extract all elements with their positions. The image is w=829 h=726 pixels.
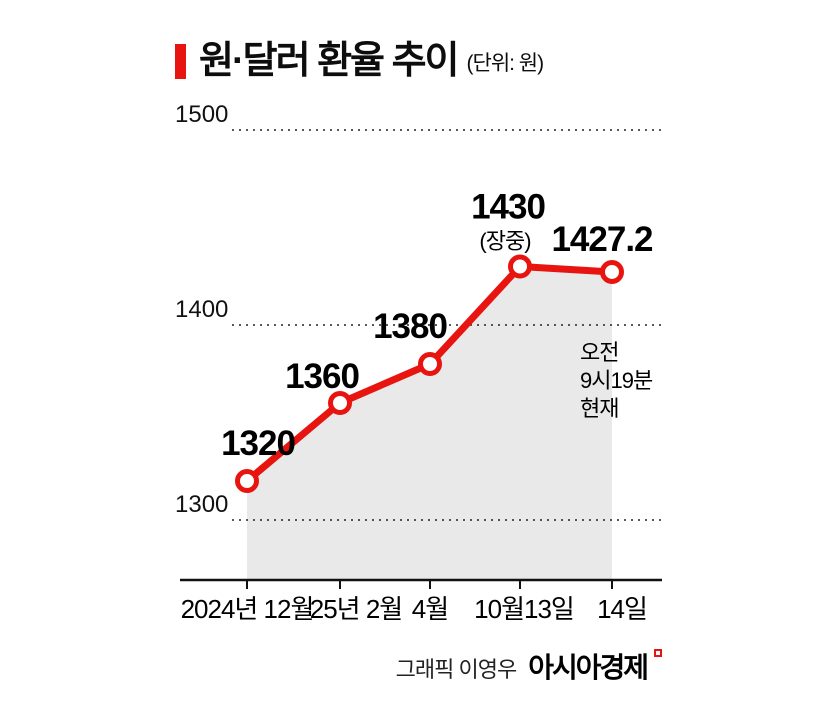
x-tick-label: 14일 <box>597 594 647 624</box>
data-point-label: 1320 <box>221 424 295 463</box>
data-point <box>600 259 624 284</box>
chart-header: 원·달러 환율 추이 (단위: 원) <box>175 40 545 82</box>
brand-logo: 아시아경제 <box>528 649 662 683</box>
data-point <box>328 391 352 415</box>
title-accent-bar <box>175 43 186 79</box>
annotation-line: 현재 <box>580 396 618 421</box>
data-point-label: 1360 <box>285 357 359 396</box>
annotation-line: 오전 <box>580 340 618 365</box>
y-tick-label: 1400 <box>175 296 228 323</box>
data-point-sublabel: (장중) <box>479 229 530 254</box>
data-point <box>235 469 259 493</box>
graphic-credit: 그래픽 이영우 <box>395 657 518 682</box>
footer-credits: 그래픽 이영우 아시아경제 <box>0 649 662 684</box>
x-tick-label: 2024년 12월 <box>181 594 314 624</box>
annotation-line: 9시19분 <box>580 368 653 393</box>
x-tick-label: 4월 <box>412 594 448 624</box>
y-tick-label: 1500 <box>175 101 228 128</box>
x-tick-label: 25년 2월 <box>310 594 402 624</box>
brand-name: 아시아경제 <box>528 652 649 683</box>
area-fill <box>247 266 612 579</box>
data-point-label: 1430 <box>471 188 545 227</box>
data-point-label: 1380 <box>373 307 447 346</box>
unit-label: (단위: 원) <box>466 52 545 75</box>
data-point <box>508 254 532 279</box>
x-tick-label: 10월13일 <box>474 594 574 624</box>
y-tick-label: 1300 <box>175 491 228 518</box>
data-point <box>418 352 442 376</box>
data-point-label: 1427.2 <box>551 220 653 259</box>
chart-title: 원·달러 환율 추이 <box>199 40 459 82</box>
brand-mark-icon <box>654 649 662 657</box>
